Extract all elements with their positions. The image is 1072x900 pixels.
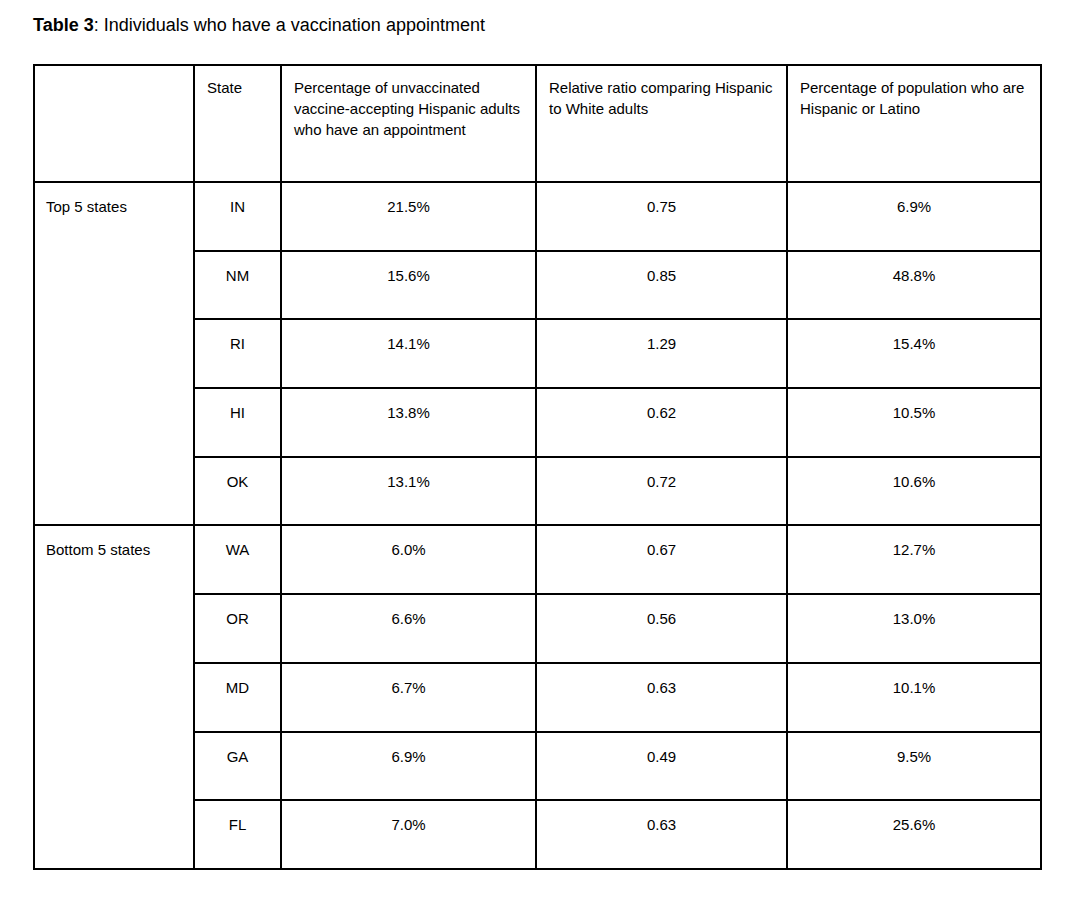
relative-ratio-cell: 0.85 [536, 251, 787, 320]
pct-appointment-cell: 13.1% [281, 457, 536, 526]
state-cell: HI [194, 388, 281, 457]
header-cell-pct-appointment: Percentage of unvaccinated vaccine-accep… [281, 65, 536, 182]
pct-hispanic-cell: 6.9% [787, 182, 1041, 251]
pct-hispanic-cell: 13.0% [787, 594, 1041, 663]
pct-hispanic-cell: 9.5% [787, 732, 1041, 801]
state-cell: RI [194, 319, 281, 388]
state-cell: IN [194, 182, 281, 251]
pct-hispanic-cell: 48.8% [787, 251, 1041, 320]
table-row: Bottom 5 states WA 6.0% 0.67 12.7% [34, 525, 1041, 594]
pct-appointment-cell: 14.1% [281, 319, 536, 388]
pct-appointment-cell: 7.0% [281, 800, 536, 869]
relative-ratio-cell: 0.75 [536, 182, 787, 251]
pct-appointment-cell: 6.7% [281, 663, 536, 732]
relative-ratio-cell: 0.49 [536, 732, 787, 801]
document-page: Table 3: Individuals who have a vaccinat… [0, 0, 1072, 900]
pct-hispanic-cell: 10.6% [787, 457, 1041, 526]
state-cell: WA [194, 525, 281, 594]
pct-appointment-cell: 6.9% [281, 732, 536, 801]
table-header-row: State Percentage of unvaccinated vaccine… [34, 65, 1041, 182]
header-cell-state: State [194, 65, 281, 182]
pct-appointment-cell: 6.0% [281, 525, 536, 594]
relative-ratio-cell: 1.29 [536, 319, 787, 388]
pct-appointment-cell: 15.6% [281, 251, 536, 320]
state-cell: OK [194, 457, 281, 526]
table-title-number: Table 3 [33, 15, 94, 35]
header-cell-pct-hispanic: Percentage of population who are Hispani… [787, 65, 1041, 182]
vaccination-appointment-table: State Percentage of unvaccinated vaccine… [33, 64, 1042, 870]
state-cell: FL [194, 800, 281, 869]
pct-hispanic-cell: 25.6% [787, 800, 1041, 869]
header-cell-relative-ratio: Relative ratio comparing Hispanic to Whi… [536, 65, 787, 182]
state-cell: NM [194, 251, 281, 320]
state-cell: OR [194, 594, 281, 663]
relative-ratio-cell: 0.67 [536, 525, 787, 594]
table-title-text: : Individuals who have a vaccination app… [94, 15, 485, 35]
pct-hispanic-cell: 10.5% [787, 388, 1041, 457]
state-cell: GA [194, 732, 281, 801]
table-title: Table 3: Individuals who have a vaccinat… [33, 13, 485, 37]
table-row: Top 5 states IN 21.5% 0.75 6.9% [34, 182, 1041, 251]
group-label-bottom-5-states: Bottom 5 states [34, 525, 194, 868]
relative-ratio-cell: 0.62 [536, 388, 787, 457]
header-cell-empty [34, 65, 194, 182]
pct-appointment-cell: 21.5% [281, 182, 536, 251]
pct-appointment-cell: 13.8% [281, 388, 536, 457]
pct-appointment-cell: 6.6% [281, 594, 536, 663]
relative-ratio-cell: 0.63 [536, 800, 787, 869]
pct-hispanic-cell: 10.1% [787, 663, 1041, 732]
pct-hispanic-cell: 12.7% [787, 525, 1041, 594]
group-label-top-5-states: Top 5 states [34, 182, 194, 525]
relative-ratio-cell: 0.63 [536, 663, 787, 732]
relative-ratio-cell: 0.72 [536, 457, 787, 526]
pct-hispanic-cell: 15.4% [787, 319, 1041, 388]
relative-ratio-cell: 0.56 [536, 594, 787, 663]
state-cell: MD [194, 663, 281, 732]
